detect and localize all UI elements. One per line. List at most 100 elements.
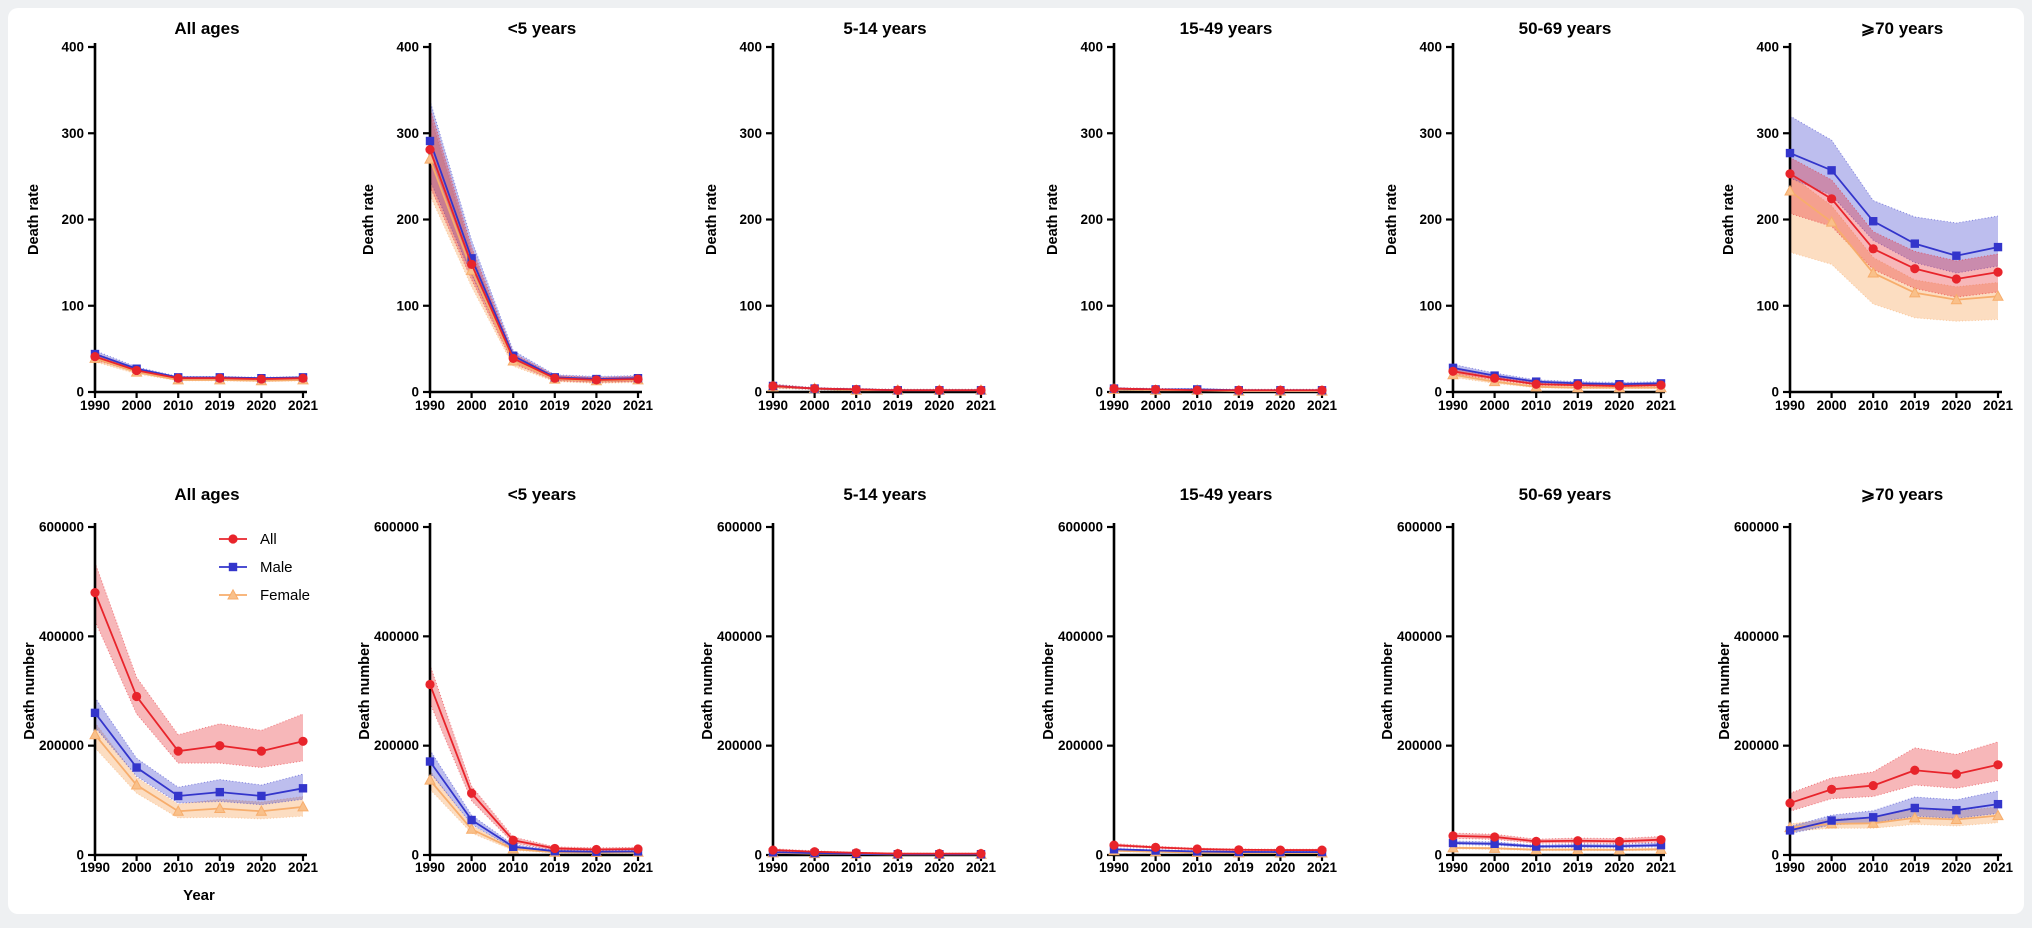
- x-tick-label: 2019: [540, 398, 570, 413]
- y-axis-label: Death number: [1380, 642, 1396, 740]
- marker-all: [173, 373, 183, 383]
- y-tick-label: 0: [754, 385, 762, 400]
- x-tick-label: 1990: [758, 860, 788, 875]
- y-axis-label: Death rate: [704, 184, 720, 255]
- x-tick-label: 1990: [758, 398, 788, 413]
- y-axis-label: Death rate: [1721, 184, 1737, 255]
- x-tick-label: 2021: [623, 398, 654, 413]
- x-tick-label: 2021: [1307, 398, 1338, 413]
- marker-all: [851, 848, 861, 858]
- marker-all: [132, 691, 142, 702]
- marker-female: [130, 778, 143, 790]
- series-line-male: [1113, 848, 1322, 853]
- y-tick-label: 0: [411, 848, 419, 863]
- y-tick-label: 200: [739, 212, 762, 227]
- y-tick-label: 200000: [1058, 738, 1103, 753]
- x-tick-label: 2020: [1941, 398, 1971, 413]
- x-tick-label: 2021: [1983, 860, 2014, 875]
- x-tick-label: 2021: [623, 860, 654, 875]
- x-tick-label: 2010: [163, 860, 193, 875]
- marker-all: [1827, 194, 1837, 204]
- x-tick-label: 2020: [924, 398, 954, 413]
- marker-all: [934, 849, 944, 859]
- marker-all: [298, 373, 308, 383]
- y-tick-label: 300: [1756, 126, 1779, 141]
- y-tick-label: 0: [1434, 385, 1442, 400]
- marker-male: [509, 842, 518, 851]
- chart-svg: ⩾70 years Death rate 0 100 200 300 400 1990 2000…: [1721, 19, 2014, 413]
- x-tick-label: 2010: [1858, 398, 1888, 413]
- y-tick-label: 200: [396, 212, 419, 227]
- marker-female: [1867, 266, 1880, 278]
- panel-title: <5 years: [508, 485, 577, 504]
- marker-male: [132, 763, 141, 772]
- marker-all: [1868, 244, 1878, 254]
- marker-all: [810, 383, 820, 394]
- series-line-female: [1789, 814, 1999, 829]
- x-tick-label: 2010: [163, 398, 193, 413]
- y-axis-label: Death number: [700, 642, 716, 740]
- marker-male: [467, 254, 476, 263]
- legend-label: Male: [260, 559, 293, 576]
- chart-svg: 15-49 years Death number 0 200000 400000 6000…: [1041, 485, 1338, 875]
- marker-male: [1869, 217, 1878, 226]
- series-line-male: [94, 712, 304, 797]
- series-line-female: [1113, 849, 1322, 854]
- y-tick-label: 100: [739, 298, 762, 313]
- x-tick-label: 2000: [457, 398, 487, 413]
- y-tick-label: 300: [61, 126, 84, 141]
- y-tick-label: 200000: [1397, 738, 1442, 753]
- x-tick-label: 2019: [1563, 398, 1593, 413]
- marker-all: [1234, 385, 1244, 395]
- x-tick-label: 2010: [498, 398, 528, 413]
- y-tick-label: 0: [754, 848, 762, 863]
- series-line-all: [1452, 370, 1662, 387]
- marker-male: [1910, 239, 1919, 248]
- x-tick-label: 2021: [1646, 398, 1677, 413]
- y-axis-label: Death rate: [1045, 184, 1061, 255]
- marker-female: [89, 728, 101, 740]
- x-tick-label: 2010: [1858, 860, 1888, 875]
- series-line-all: [94, 355, 304, 380]
- marker-male: [1910, 803, 1919, 813]
- panel-number-50-69: 50-69 years Death number 0 200000 400000 6000…: [1366, 476, 1702, 914]
- y-axis-label: Death number: [1717, 642, 1733, 740]
- y-tick-label: 200000: [1734, 738, 1779, 753]
- series-line-male: [1452, 842, 1662, 848]
- marker-male: [1785, 826, 1795, 835]
- marker-male: [1993, 242, 2003, 252]
- y-tick-label: 300: [1419, 126, 1442, 141]
- chart-svg: 15-49 years Death rate 0 100 200 300 400 1990 20…: [1045, 19, 1338, 413]
- chart-svg: <5 years Death rate 0 100 200 300 400 1990 2000 2…: [361, 19, 654, 413]
- y-tick-label: 0: [76, 385, 84, 400]
- marker-all: [810, 847, 820, 857]
- marker-all: [508, 353, 518, 363]
- x-tick-label: 2000: [122, 398, 152, 413]
- marker-male: [1993, 799, 2003, 809]
- marker-all: [1317, 385, 1327, 395]
- marker-all: [1614, 836, 1624, 846]
- y-tick-label: 0: [1095, 848, 1103, 863]
- x-tick-label: 2010: [841, 398, 871, 413]
- ci-band-female: [1790, 174, 1998, 322]
- chart-svg: 50-69 years Death rate 0 100 200 300 400 1990 20…: [1384, 19, 1677, 413]
- marker-all: [215, 741, 225, 751]
- legend-label: All: [260, 531, 277, 548]
- marker-all: [976, 849, 986, 859]
- marker-female: [213, 802, 226, 814]
- y-tick-label: 400000: [39, 629, 84, 644]
- panel-title: <5 years: [508, 19, 577, 38]
- marker-all: [1827, 784, 1837, 794]
- y-tick-label: 400: [1080, 40, 1103, 55]
- marker-all: [508, 835, 518, 845]
- ci-band-female: [1790, 806, 1998, 832]
- x-tick-label: 2000: [1817, 398, 1847, 413]
- panel-title: 5-14 years: [843, 485, 926, 504]
- panel-rate-15-49: 15-49 years Death rate 0 100 200 300 400 1990 20…: [1027, 10, 1363, 424]
- marker-all: [1109, 383, 1119, 394]
- legend-marker-all: [228, 534, 238, 544]
- panel-title: All ages: [174, 485, 239, 504]
- y-tick-label: 400: [1756, 40, 1779, 55]
- marker-male: [1656, 840, 1666, 850]
- marker-female: [1447, 841, 1459, 853]
